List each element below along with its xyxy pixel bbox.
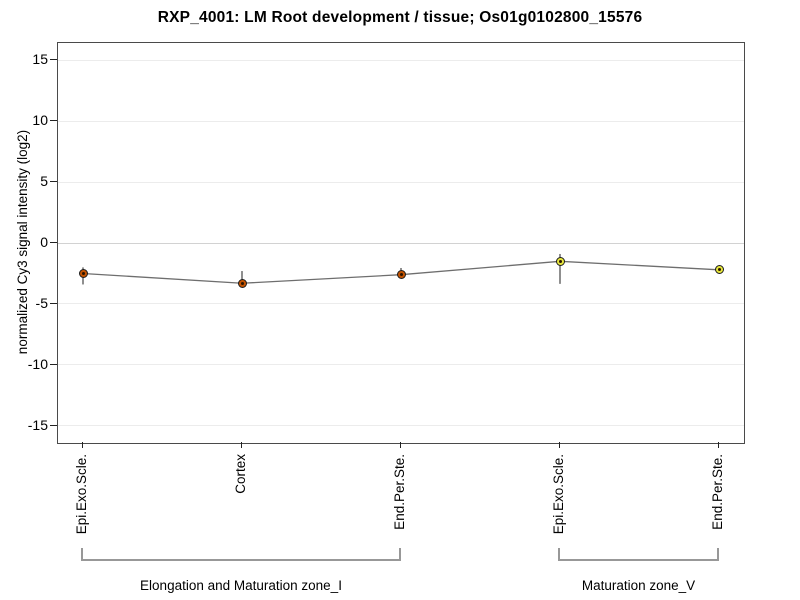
- x-axis-label: Epi.Exo.Scle.: [74, 454, 89, 535]
- data-point: [714, 265, 724, 275]
- gridline: [58, 181, 744, 183]
- y-tick-label: -5: [35, 294, 48, 311]
- y-tick-label: -10: [27, 355, 48, 372]
- y-axis-tick: [50, 242, 57, 243]
- x-axis-tick: [82, 442, 83, 448]
- x-axis-label: Cortex: [233, 454, 248, 494]
- x-axis-tick: [241, 442, 242, 448]
- data-point-core: [717, 268, 721, 272]
- group-bracket: [558, 548, 719, 561]
- y-tick-label: 0: [40, 234, 48, 250]
- x-axis-tick: [559, 442, 560, 448]
- gridline: [58, 59, 744, 61]
- data-point: [237, 278, 247, 288]
- group-label: Elongation and Maturation zone_I: [140, 578, 342, 593]
- x-axis-tick: [400, 442, 401, 448]
- y-tick-label: 10: [32, 112, 48, 129]
- gridline: [58, 425, 744, 427]
- y-tick-label: 15: [32, 51, 48, 68]
- y-tick-label: -15: [27, 416, 48, 433]
- data-point: [555, 256, 565, 266]
- x-axis-label: End.Per.Ste.: [710, 454, 725, 530]
- y-axis-tick: [50, 120, 57, 122]
- group-label: Maturation zone_V: [581, 578, 696, 593]
- series-layer: [82, 253, 720, 286]
- data-point-core: [399, 273, 403, 277]
- data-point-core: [81, 271, 85, 275]
- data-point: [78, 268, 88, 278]
- x-axis-label: End.Per.Ste.: [392, 454, 407, 530]
- group-bracket: [81, 548, 401, 561]
- x-axis-label: Epi.Exo.Scle.: [551, 454, 566, 535]
- gridline: [58, 303, 744, 305]
- y-axis-tick: [50, 181, 57, 183]
- gridline: [58, 120, 744, 122]
- y-tick-label: 5: [40, 173, 48, 190]
- x-axis-tick: [718, 442, 719, 448]
- y-axis-tick: [50, 302, 57, 304]
- y-axis-tick: [50, 59, 57, 61]
- gridline: [58, 364, 744, 366]
- data-point: [396, 270, 406, 280]
- plot-area: [57, 42, 745, 444]
- gridline: [58, 242, 744, 244]
- y-axis-tick: [50, 363, 57, 365]
- y-axis-tick: [50, 424, 57, 426]
- chart-title: RXP_4001: LM Root development / tissue; …: [157, 9, 643, 26]
- data-point-core: [558, 259, 562, 263]
- data-point-core: [240, 281, 244, 285]
